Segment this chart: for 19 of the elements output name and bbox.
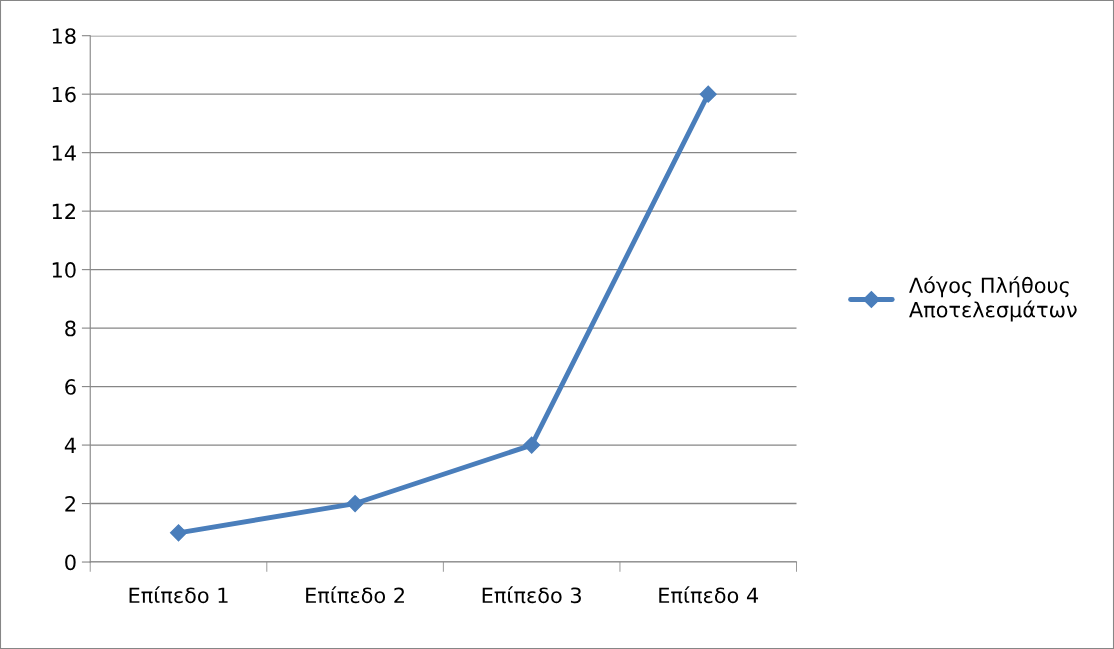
y-tick-label: 0	[65, 554, 76, 571]
y-tick-label: 12	[52, 203, 75, 220]
y-tick-label: 18	[52, 28, 76, 44]
y-tick-label: 6	[65, 379, 76, 395]
legend-label: Λόγος Πλήθους Αποτελεσμάτων	[909, 276, 1077, 322]
y-tick-label: 14	[52, 145, 76, 161]
point	[169, 524, 188, 542]
x-tick-label: Επίπεδο 2	[306, 586, 404, 604]
y-tick-label: 4	[64, 437, 76, 453]
y-tick-label: 8	[65, 320, 76, 337]
x-tick-label: Επίπεδο 3	[482, 586, 581, 604]
y-tick-label: 10	[52, 262, 76, 278]
y-tick-label: 16	[52, 86, 76, 103]
y-tick-label: 2	[65, 496, 75, 512]
point	[346, 494, 364, 513]
point	[523, 436, 541, 454]
x-tick-label: Επίπεδο 1	[129, 586, 228, 604]
point	[699, 85, 717, 103]
x-tick-label: Επίπεδο 4	[659, 586, 759, 604]
